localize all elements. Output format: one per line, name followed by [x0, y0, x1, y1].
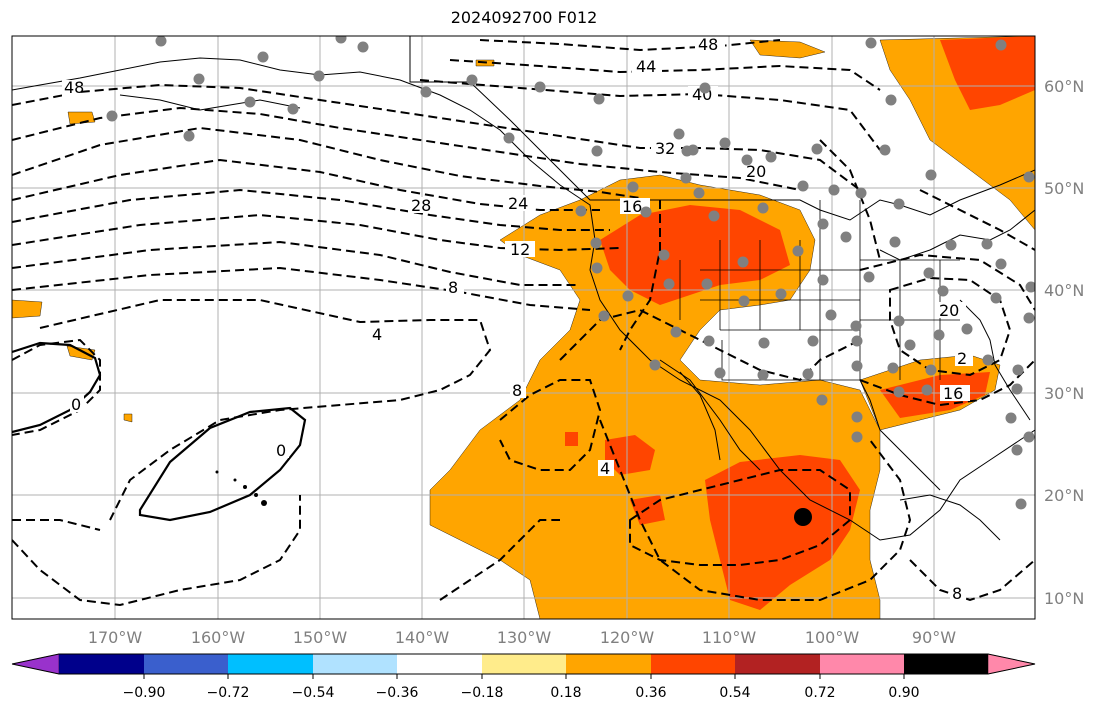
colorbar-label: 0.18 [550, 685, 581, 701]
colorbar-extend-max [987, 653, 1036, 675]
colorbar-segment [228, 654, 313, 674]
lon-label: 140°W [395, 628, 450, 647]
contour-label: 20 [746, 162, 766, 181]
lon-label: 150°W [293, 628, 348, 647]
colorbar-extend-min [11, 653, 60, 675]
colorbar-segment [59, 654, 144, 674]
colorbar-label: −0.18 [461, 685, 504, 701]
colorbar-label: 0.72 [804, 685, 835, 701]
storm-center-marker [794, 508, 812, 526]
anomaly-fill-red [565, 36, 1035, 610]
lon-label: 130°W [497, 628, 552, 647]
colorbar-label: 0.36 [635, 685, 666, 701]
contour-label: 2 [957, 349, 967, 368]
colorbar-ticks [143, 674, 905, 679]
colorbar-label: 0.54 [719, 685, 750, 701]
contour-label: 12 [510, 240, 530, 259]
contour-label: 8 [512, 381, 522, 400]
colorbar-segment [566, 654, 651, 674]
contour-label: 16 [622, 197, 642, 216]
zero-contour [12, 341, 307, 522]
contour-label-boxes [62, 36, 973, 601]
contour-labels: 48 44 40 32 20 28 24 16 12 8 4 0 0 8 4 2… [64, 35, 967, 603]
contour-label: 48 [698, 35, 718, 54]
colorbar: −0.90 −0.72 −0.54 −0.36 −0.18 0.18 0.36 … [11, 653, 1036, 701]
lon-label: 170°W [88, 628, 143, 647]
lon-label: 110°W [702, 628, 757, 647]
contour-label: 0 [71, 395, 81, 414]
lat-label: 10°N [1044, 589, 1084, 608]
lat-label: 40°N [1044, 281, 1084, 300]
colorbar-tick-labels: −0.90 −0.72 −0.54 −0.36 −0.18 0.18 0.36 … [123, 685, 920, 701]
longitude-labels: 170°W 160°W 150°W 140°W 130°W 120°W 110°… [88, 628, 956, 647]
contour-label: 32 [655, 139, 675, 158]
lat-label: 60°N [1044, 77, 1084, 96]
contour-label: 48 [64, 78, 84, 97]
contour-label: 44 [636, 57, 656, 76]
lon-label: 90°W [912, 628, 956, 647]
colorbar-segment [735, 654, 820, 674]
lat-label: 20°N [1044, 486, 1084, 505]
hawaii-islands [215, 470, 267, 506]
lat-label: 50°N [1044, 179, 1084, 198]
lon-label: 120°W [600, 628, 655, 647]
latitude-labels: 60°N 50°N 40°N 30°N 20°N 10°N [1044, 77, 1084, 608]
contour-label: 4 [372, 325, 382, 344]
colorbar-segment [397, 654, 482, 674]
contour-label: 28 [411, 196, 431, 215]
contour-label: 4 [600, 459, 610, 478]
colorbar-segment [144, 654, 228, 674]
colorbar-label: −0.36 [376, 685, 419, 701]
colorbar-label: −0.72 [207, 685, 250, 701]
contour-label: 0 [276, 441, 286, 460]
contour-label: 20 [939, 301, 959, 320]
colorbar-segment [313, 654, 397, 674]
map-title: 2024092700 F012 [450, 8, 598, 27]
contour-label: 16 [943, 384, 963, 403]
contour-label: 8 [448, 278, 458, 297]
colorbar-label: −0.54 [292, 685, 335, 701]
colorbar-segment [904, 654, 988, 674]
lon-label: 100°W [805, 628, 860, 647]
state-borders [679, 200, 960, 381]
station-markers [106, 36, 1035, 510]
colorbar-segment [820, 654, 904, 674]
colorbar-segment [651, 654, 735, 674]
contour-label: 8 [952, 584, 962, 603]
colorbar-label: 0.90 [888, 685, 919, 701]
map-border [11, 35, 1036, 620]
colorbar-segment [482, 654, 566, 674]
lon-label: 160°W [191, 628, 246, 647]
colorbar-outline [11, 653, 1036, 675]
lat-label: 30°N [1044, 384, 1084, 403]
colorbar-label: −0.90 [123, 685, 166, 701]
contour-label: 24 [508, 194, 528, 213]
